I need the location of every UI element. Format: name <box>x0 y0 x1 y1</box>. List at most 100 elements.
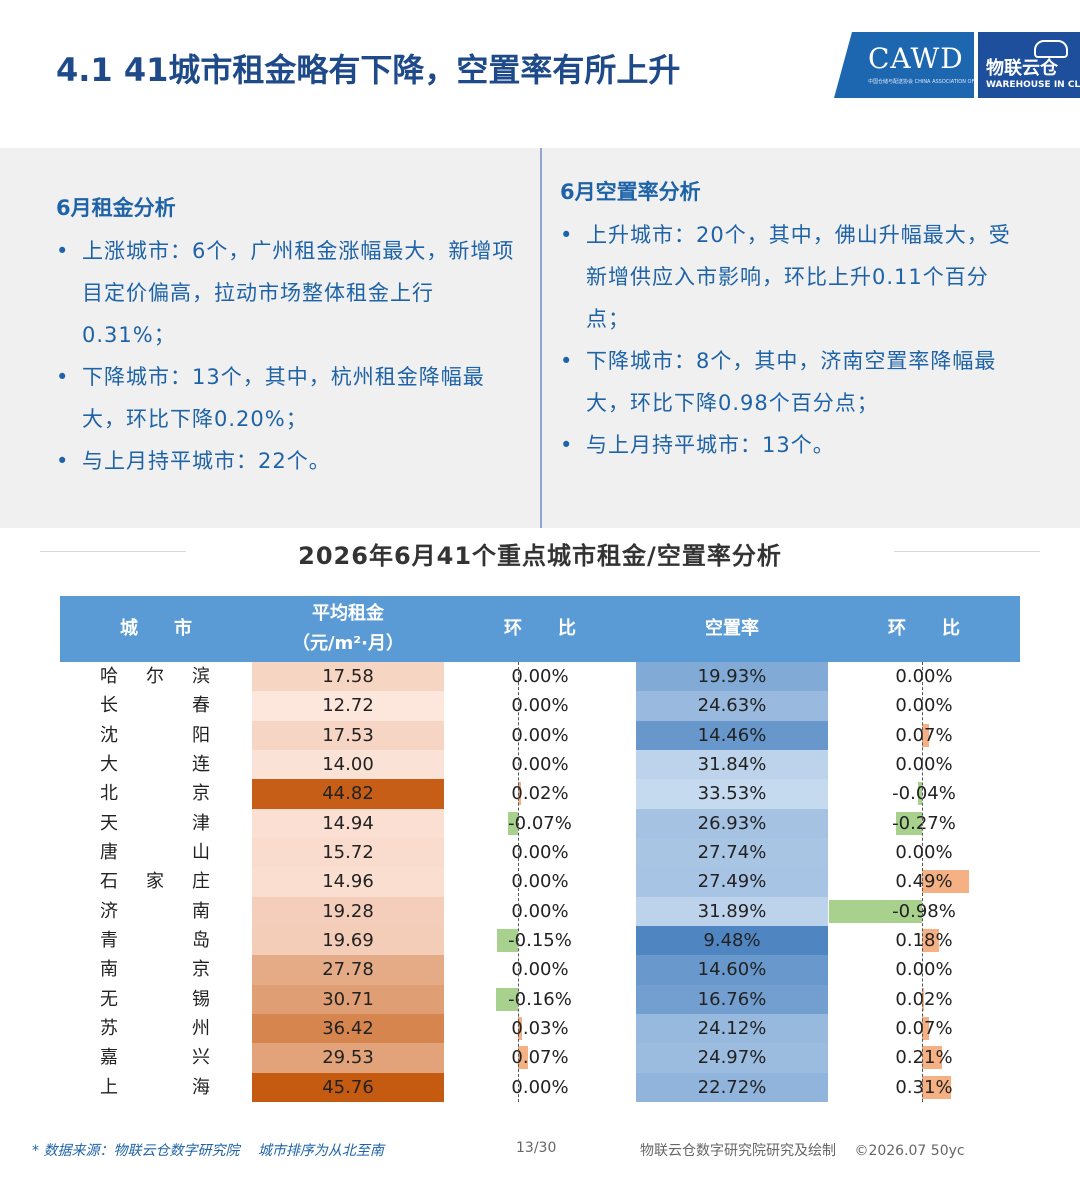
cell-rent-mom: 0.00% <box>511 724 569 746</box>
cell-rent-mom: -0.16% <box>508 988 572 1010</box>
header-vacancy: 空置率 <box>705 618 759 639</box>
cell-rent-mom: 0.00% <box>511 871 569 893</box>
data-source-note: * 数据来源：物联云仓数字研究院 城市排序为从北至南 <box>32 1143 384 1159</box>
vacancy-mom-bar <box>922 929 940 952</box>
table-body: 哈尔滨 17.58 19.93% 0.00% 0.00% 长春 12.72 24.63% 0.0… <box>60 662 1020 1102</box>
credit-note: 物联云仓数字研究院研究及绘制 ©2026.07 50yc <box>640 1143 965 1159</box>
cell-vacancy-mom: -0.04% <box>892 783 956 805</box>
cell-rent-mom: 0.00% <box>511 666 569 687</box>
cell-city: 沈阳 <box>100 724 210 746</box>
cell-city: 石家庄 <box>100 871 210 893</box>
cell-vacancy-mom: 0.00% <box>895 666 953 687</box>
cell-vacancy: 31.84% <box>636 750 828 780</box>
vacancy-mom-bar <box>918 782 922 806</box>
logo: CAWD 中国仓储与配送协会 CHINA ASSOCIATION OF WARE… <box>834 32 1080 98</box>
table-header: 城 市 平均租金 （元/m²·月） 环 比 空置率 环 比 <box>60 596 1020 662</box>
rent-mom-bar <box>518 1046 528 1070</box>
cell-rent-mom: -0.07% <box>508 812 572 834</box>
vacancy-mom-axis <box>922 662 923 1102</box>
cell-vacancy-mom: 0.00% <box>895 842 953 863</box>
vacancy-mom-bar <box>922 1075 952 1099</box>
table-row: 沈阳 17.53 14.46% 0.00% 0.07% <box>60 720 1020 750</box>
list-item: 上升城市：20个，其中，佛山升幅最大，受新增供应入市影响，环比上升0.11个百分… <box>560 214 1030 340</box>
table-row: 哈尔滨 17.58 19.93% 0.00% 0.00% <box>60 662 1020 692</box>
cell-vacancy: 16.76% <box>636 984 828 1014</box>
vacancy-mom-bar <box>896 811 922 835</box>
table-row: 上海 45.76 22.72% 0.00% 0.31% <box>60 1072 1020 1102</box>
cell-vacancy-mom: -0.27% <box>892 812 956 834</box>
list-item: 与上月持平城市：22个。 <box>56 440 526 482</box>
header-city: 城 市 <box>120 618 192 639</box>
cawd-logo-subtext: 中国仓储与配送协会 CHINA ASSOCIATION OF WAREHOUSI… <box>868 79 1065 85</box>
cell-vacancy: 24.63% <box>636 691 828 721</box>
cell-city: 嘉兴 <box>100 1047 210 1069</box>
cell-vacancy-mom: 0.31% <box>895 1076 953 1098</box>
table-title-bar: 2026年6月41个重点城市租金/空置率分析 <box>0 532 1080 572</box>
cell-rent: 17.58 <box>252 662 444 692</box>
cell-rent: 29.53 <box>252 1043 444 1073</box>
rent-mom-bar <box>497 929 518 952</box>
title-rule-right <box>894 551 1040 552</box>
list-item: 与上月持平城市：13个。 <box>560 424 1030 466</box>
list-item: 下降城市：8个，其中，济南空置率降幅最大，环比下降0.98个百分点； <box>560 340 1030 424</box>
vacancy-mom-bar <box>922 723 929 747</box>
rent-mom-bar <box>495 987 518 1011</box>
cell-rent-mom: -0.15% <box>508 930 572 951</box>
table-row: 南京 27.78 14.60% 0.00% 0.00% <box>60 955 1020 985</box>
cell-vacancy: 24.97% <box>636 1043 828 1073</box>
cell-vacancy: 27.49% <box>636 867 828 897</box>
cell-vacancy-mom: 0.07% <box>895 1018 953 1039</box>
list-item: 下降城市：13个，其中，杭州租金降幅最大，环比下降0.20%； <box>56 356 526 440</box>
header-rent: 平均租金 （元/m²·月） <box>291 603 405 654</box>
cell-rent-mom: 0.07% <box>511 1047 569 1069</box>
vacancy-mom-bar <box>922 870 969 894</box>
vacancy-mom-bar <box>922 1046 942 1070</box>
rent-mom-bar <box>518 782 521 806</box>
title-rule-left <box>40 551 186 552</box>
cell-city: 南京 <box>100 959 210 981</box>
panel-divider <box>540 148 542 528</box>
table-row: 青岛 19.69 9.48% -0.15% 0.18% <box>60 926 1020 956</box>
cell-vacancy-mom: 0.07% <box>895 724 953 746</box>
cell-city: 长春 <box>100 695 210 717</box>
cawd-logo: CAWD 中国仓储与配送协会 CHINA ASSOCIATION OF WARE… <box>834 32 974 98</box>
table-row: 石家庄 14.96 27.49% 0.00% 0.49% <box>60 867 1020 897</box>
analysis-panel: 6月租金分析 上涨城市：6个，广州租金涨幅最大，新增项目定价偏高，拉动市场整体租… <box>0 148 1080 528</box>
cell-rent: 19.69 <box>252 926 444 956</box>
cell-rent: 15.72 <box>252 838 444 868</box>
rent-analysis-heading: 6月租金分析 <box>56 196 176 220</box>
cell-rent: 12.72 <box>252 691 444 721</box>
cawd-logo-text: CAWD <box>868 42 964 75</box>
cell-vacancy: 27.74% <box>636 838 828 868</box>
cell-rent: 27.78 <box>252 955 444 985</box>
vacancy-analysis-list: 上升城市：20个，其中，佛山升幅最大，受新增供应入市影响，环比上升0.11个百分… <box>560 214 1030 466</box>
cell-rent-mom: 0.00% <box>511 1076 569 1098</box>
rent-mom-bar <box>518 1017 523 1040</box>
cell-rent-mom: 0.00% <box>511 959 569 981</box>
cell-rent-mom: 0.00% <box>511 842 569 863</box>
cell-vacancy-mom: 0.02% <box>895 988 953 1010</box>
cell-vacancy: 31.89% <box>636 896 828 926</box>
table-title: 2026年6月41个重点城市租金/空置率分析 <box>298 542 782 570</box>
cell-rent-mom: 0.00% <box>511 695 569 717</box>
cell-vacancy-mom: 0.00% <box>895 695 953 717</box>
cell-vacancy-mom: 0.21% <box>895 1047 953 1069</box>
cell-city: 上海 <box>100 1076 210 1098</box>
cell-rent: 45.76 <box>252 1072 444 1102</box>
table-row: 北京 44.82 33.53% 0.02% -0.04% <box>60 779 1020 809</box>
cell-vacancy: 26.93% <box>636 808 828 838</box>
cell-rent-mom: 0.00% <box>511 900 569 922</box>
cell-city: 大连 <box>100 754 210 775</box>
cell-rent: 14.96 <box>252 867 444 897</box>
cell-vacancy-mom: 0.49% <box>895 871 953 893</box>
cell-rent: 14.00 <box>252 750 444 780</box>
cell-rent: 19.28 <box>252 896 444 926</box>
cell-vacancy: 14.60% <box>636 955 828 985</box>
vacancy-mom-bar <box>828 899 922 923</box>
cell-rent-mom: 0.02% <box>511 783 569 805</box>
cell-city: 青岛 <box>100 930 210 951</box>
cell-city: 唐山 <box>100 842 210 863</box>
cloud-icon <box>1034 40 1068 58</box>
cell-rent: 14.94 <box>252 808 444 838</box>
cell-vacancy-mom: -0.98% <box>892 900 956 922</box>
